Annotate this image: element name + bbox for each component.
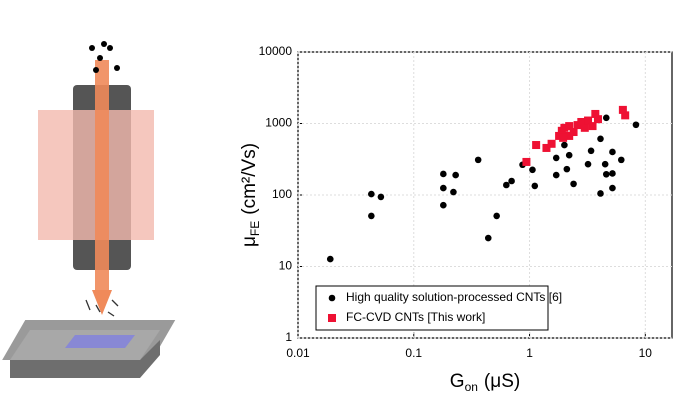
x-tick-label: 10 xyxy=(639,346,653,360)
point xyxy=(597,135,604,143)
point xyxy=(602,114,610,122)
x-tick-label: 0.01 xyxy=(286,346,310,360)
x-tick-label: 1 xyxy=(526,346,533,360)
tubes xyxy=(85,299,119,317)
point xyxy=(547,139,556,148)
point xyxy=(440,184,447,192)
point xyxy=(542,143,551,152)
point xyxy=(570,180,577,188)
point xyxy=(522,157,531,166)
point xyxy=(563,165,571,173)
x-label-sub: on xyxy=(465,380,478,394)
point xyxy=(559,133,568,142)
point xyxy=(577,117,586,126)
point xyxy=(565,131,574,140)
point xyxy=(621,111,630,120)
x-label-main: G xyxy=(450,371,465,392)
y-tick-label: 10 xyxy=(279,259,293,273)
substrate-side xyxy=(10,340,160,378)
y-tick-label: 100 xyxy=(272,187,292,201)
point xyxy=(503,181,510,189)
point xyxy=(368,190,375,198)
point xyxy=(584,160,592,168)
point xyxy=(565,122,574,131)
point xyxy=(601,160,609,168)
point xyxy=(440,201,447,209)
legend-label: FC-CVD CNTs [This work] xyxy=(346,310,485,324)
y-tick-label: 1000 xyxy=(265,116,292,130)
x-tick-label: 0.1 xyxy=(405,346,422,360)
point xyxy=(529,166,536,174)
point xyxy=(597,190,604,197)
point xyxy=(440,170,447,178)
point xyxy=(560,123,569,132)
point xyxy=(377,193,385,201)
device xyxy=(65,335,135,348)
particles xyxy=(89,41,120,73)
point xyxy=(593,115,602,124)
point xyxy=(609,184,616,192)
point xyxy=(618,105,627,114)
legend-label: High quality solution-processed CNTs [6] xyxy=(346,290,562,304)
point xyxy=(484,234,492,242)
point xyxy=(609,170,616,177)
point xyxy=(588,122,597,131)
point xyxy=(555,131,564,140)
point xyxy=(532,141,541,150)
point xyxy=(368,212,375,220)
illustration xyxy=(2,41,176,378)
point xyxy=(591,109,600,118)
point xyxy=(609,148,616,156)
point xyxy=(552,154,560,162)
point xyxy=(493,212,500,220)
point xyxy=(452,171,459,179)
x-label: Gon (μS) xyxy=(450,371,520,394)
point xyxy=(565,151,573,159)
x-label-rest: (μS) xyxy=(484,371,520,392)
legend-marker xyxy=(328,294,336,302)
y-tick-label: 1 xyxy=(285,330,292,344)
point xyxy=(326,255,334,263)
point xyxy=(617,156,625,164)
beam-tip xyxy=(92,290,112,315)
legend-box xyxy=(315,285,549,331)
y-label-sub: FE xyxy=(248,221,262,236)
y-axis-label: μFE (cm²/Vs) xyxy=(239,143,262,247)
y-label-main: μ xyxy=(239,236,260,247)
point xyxy=(561,141,568,149)
point xyxy=(587,147,595,155)
point xyxy=(531,182,539,190)
point xyxy=(450,188,457,196)
point xyxy=(584,116,593,125)
point xyxy=(602,170,610,178)
point xyxy=(580,123,589,132)
y-label-rest: (cm²/Vs) xyxy=(239,143,260,215)
y-label: μFE (cm²/Vs) xyxy=(239,143,262,247)
beam xyxy=(95,60,109,295)
point xyxy=(552,171,560,179)
point xyxy=(474,156,482,164)
point xyxy=(508,177,515,185)
y-tick-label: 10000 xyxy=(259,44,293,58)
point xyxy=(632,121,640,129)
legend-marker xyxy=(328,314,336,322)
point xyxy=(569,128,578,137)
